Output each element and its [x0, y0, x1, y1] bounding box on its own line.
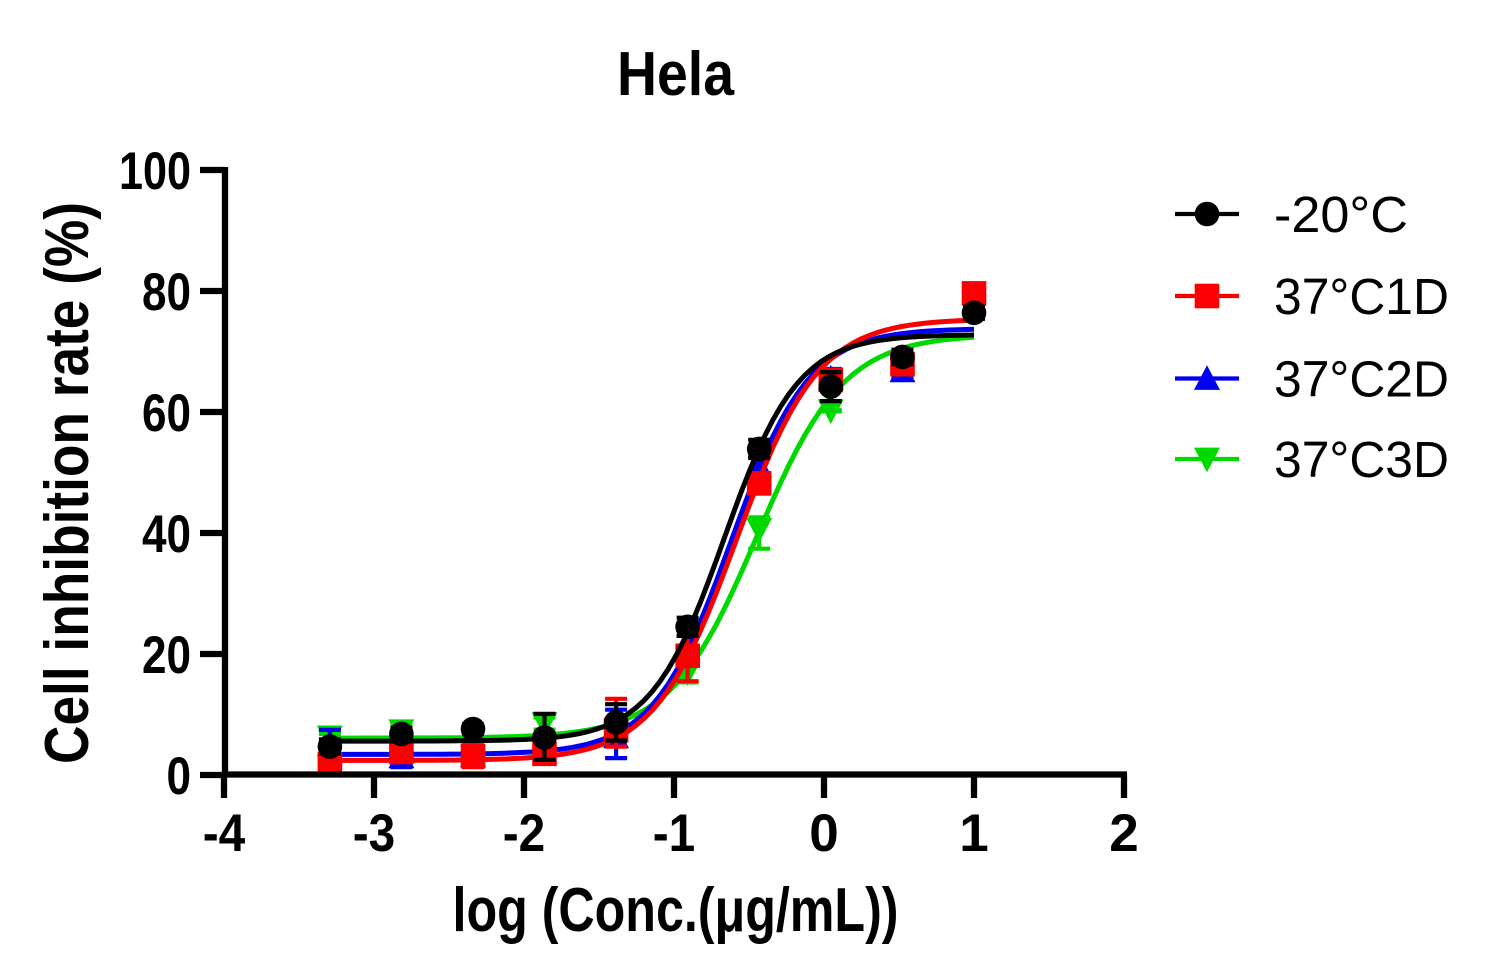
svg-text:-3: -3 [353, 804, 396, 863]
svg-text:37°C3D: 37°C3D [1274, 431, 1449, 488]
svg-text:100: 100 [119, 142, 191, 201]
svg-text:-1: -1 [653, 804, 696, 863]
svg-text:2: 2 [1109, 804, 1138, 863]
svg-text:-4: -4 [203, 804, 246, 863]
svg-text:20: 20 [142, 626, 191, 685]
svg-text:Cell inhibition rate (%): Cell inhibition rate (%) [33, 202, 102, 764]
svg-text:-2: -2 [503, 804, 546, 863]
svg-text:40: 40 [142, 505, 191, 564]
svg-text:37°C1D: 37°C1D [1274, 268, 1449, 325]
svg-text:log (Conc.(μg/mL)): log (Conc.(μg/mL)) [453, 876, 899, 945]
svg-text:Hela: Hela [617, 40, 734, 109]
svg-text:1: 1 [959, 804, 988, 863]
svg-text:0: 0 [167, 747, 192, 806]
svg-text:80: 80 [142, 263, 191, 322]
svg-text:37°C2D: 37°C2D [1274, 351, 1449, 408]
svg-text:0: 0 [809, 804, 838, 863]
svg-text:60: 60 [142, 384, 191, 443]
svg-text:-20°C: -20°C [1274, 186, 1408, 243]
